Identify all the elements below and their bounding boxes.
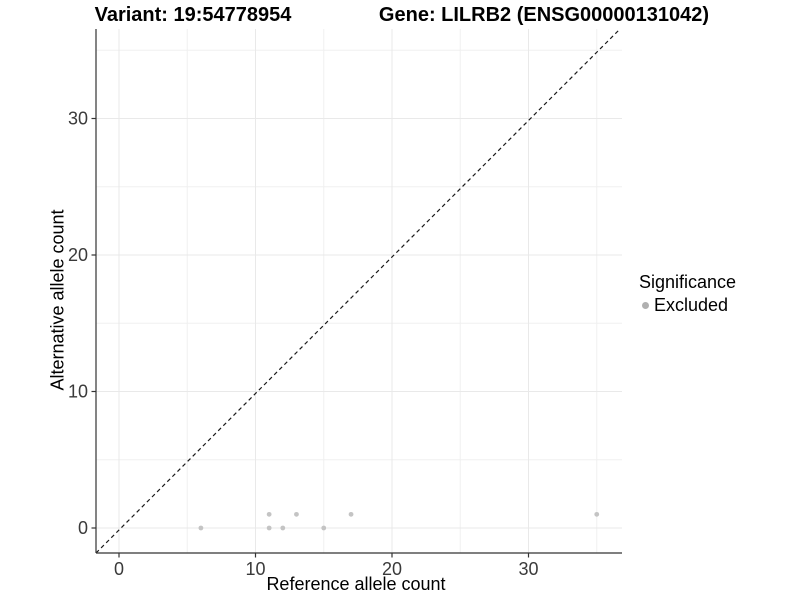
x-axis-title: Reference allele count (266, 574, 446, 594)
variant-title: Variant: 19:54778954 (94, 4, 292, 26)
y-tick-label: 30 (68, 109, 88, 129)
x-tick-label: 0 (114, 559, 124, 579)
y-tick-label: 0 (78, 518, 88, 538)
x-tick-label: 20 (382, 559, 402, 579)
data-point (348, 511, 354, 517)
data-point (321, 525, 327, 531)
legend-item-excluded: Excluded (633, 294, 736, 316)
x-tick-label: 10 (245, 559, 265, 579)
data-point (266, 511, 272, 517)
data-point (294, 511, 299, 517)
legend-title: Significance (639, 272, 737, 292)
identity-line (95, 28, 621, 554)
data-point (594, 511, 600, 517)
x-tick-label: 30 (518, 559, 538, 579)
data-point (280, 525, 286, 531)
excluded-point-icon (642, 301, 649, 309)
legend: Significance Excluded (633, 271, 736, 316)
y-tick-label: 20 (68, 245, 88, 265)
data-point (198, 525, 204, 531)
legend-item-label: Excluded (654, 295, 729, 315)
y-tick-label: 10 (68, 382, 88, 402)
data-point (266, 525, 272, 531)
gene-title: Gene: LILRB2 (ENSG00000131042) (378, 4, 710, 26)
